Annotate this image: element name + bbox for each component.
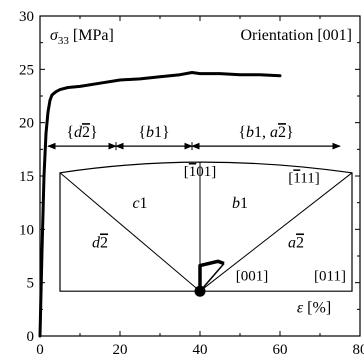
y-tick-label: 30 [19,9,34,25]
axis-ticks [39,15,361,337]
inset-zone-label: d2 [92,234,108,251]
inset-zone-label: a2 [288,234,304,251]
region-label: {d2} [66,124,97,141]
y-axis-label: σ33 [MPa] [50,27,114,47]
regions-layer: {d2} {b1} {b1, a2} [47,124,341,151]
inset-pole-label: [111] [288,170,319,186]
inset-pole-label: [001] [236,269,269,285]
y-tick-label: 20 [19,116,34,132]
orientation-annotation: Orientation [001] [240,27,352,44]
orientation-path-thin [199,262,225,292]
y-tick-label: 15 [19,169,34,185]
x-tick-label: 80 [353,342,364,358]
y-tick-label: 0 [27,329,35,345]
axis-labels: σ33 [MPa] Orientation [001] ε [%] [50,27,352,317]
x-tick-label: 0 [36,342,44,358]
y-tick-label: 5 [27,276,35,292]
y-tick-label: 10 [19,222,34,238]
region-label: {b1} [138,124,169,141]
x-tick-label: 60 [273,342,288,358]
inset-zone-label: c1 [132,195,147,212]
x-axis-label: ε [%] [297,300,331,317]
stereographic-triangle-inset: d2 c1 b1 a2 [101] [111] [001] [011] [59,161,353,297]
x-tick-label: 20 [113,342,128,358]
inset-divider [199,172,353,292]
stress-strain-curve [38,71,282,338]
inset-zone-label: b1 [232,195,248,212]
y-tick-label: 25 [19,62,34,78]
region-label: {b1, a2} [238,124,293,141]
inset-pole-label: [101] [184,164,217,180]
tick-labels: 0 20 40 60 80 0 5 10 15 20 25 30 [19,9,364,358]
series-layer [38,71,282,338]
inset-outline [59,161,353,292]
x-tick-label: 40 [193,342,208,358]
inset-pole-label: [011] [314,269,346,285]
start-orientation-point [194,285,206,297]
orientation-path [198,259,225,292]
inset-divider [59,172,201,292]
